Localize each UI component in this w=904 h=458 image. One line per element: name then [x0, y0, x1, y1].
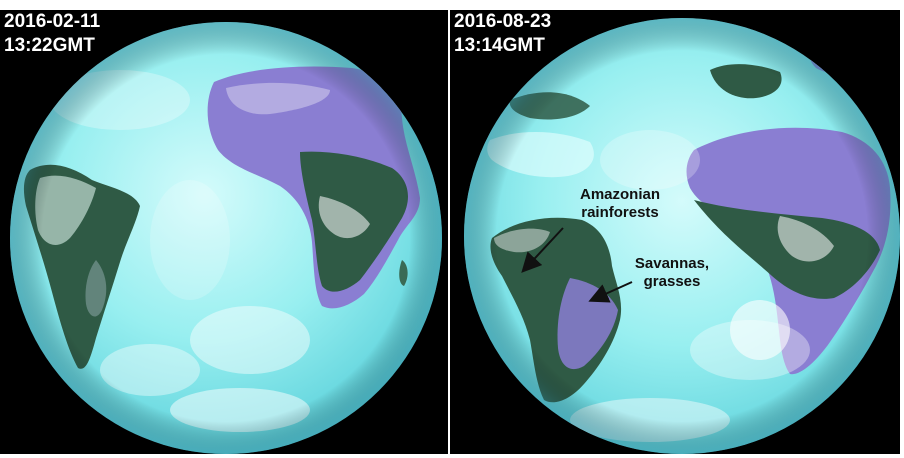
date-label: 2016-08-23: [454, 11, 552, 32]
earth-disk-august: [464, 18, 900, 454]
date-label: 2016-02-11: [4, 11, 101, 32]
earth-image-august: 2016-08-23 13:14GMT: [450, 10, 900, 454]
amazon-rainforest-annotation: Amazonian rainforests: [564, 186, 676, 222]
timestamp-label-august: 2016-08-23 13:14GMT: [454, 10, 551, 58]
annotation-line: Savannas,: [634, 255, 710, 272]
annotation-line: Amazonian: [579, 186, 660, 203]
annotation-line: grasses: [643, 273, 701, 290]
time-label: 13:14GMT: [454, 35, 545, 56]
annotation-line: rainforests: [581, 204, 659, 221]
time-label: 13:22GMT: [4, 35, 95, 56]
timestamp-label-february: 2016-02-11 13:22GMT: [4, 10, 100, 58]
earth-image-february: 2016-02-11 13:22GMT: [0, 10, 448, 454]
earth-disk-february: [10, 22, 442, 454]
savanna-annotation: Savannas, grasses: [626, 255, 718, 291]
